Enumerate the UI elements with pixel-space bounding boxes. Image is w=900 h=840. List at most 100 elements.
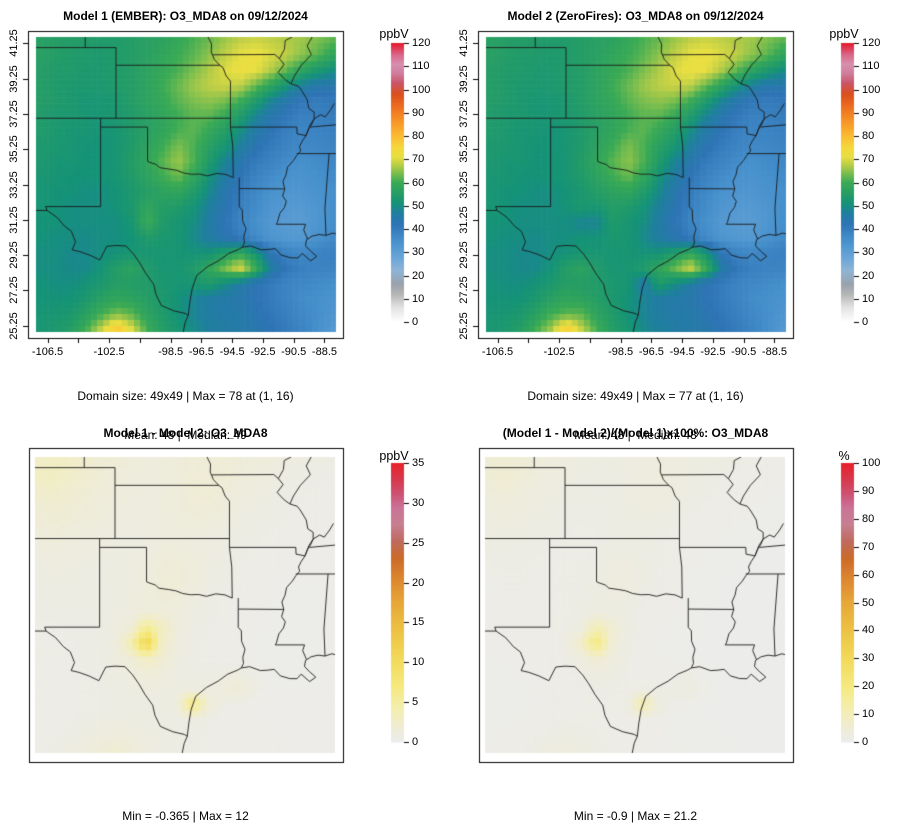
y-tick-label: 31.25 (458, 206, 470, 234)
colorbar-tick-label: 100 (412, 83, 431, 96)
colorbar-tick-label: 20 (862, 269, 875, 282)
x-tick-label: -106.5 (31, 346, 64, 358)
panel-stats: Min = -0.365 | Max = 12 Mean: 0.607 | Me… (28, 784, 343, 840)
colorbar-tick-label: 80 (862, 130, 875, 142)
stats-line-1: Domain size: 49x49 | Max = 77 at (1, 16) (527, 389, 744, 403)
x-tick-label: -98.5 (158, 346, 184, 358)
colorbar-tick-label: 120 (862, 37, 881, 49)
panel-title: (Model 1 - Model 2)/(Model 1)x100%: O3_M… (502, 426, 769, 440)
x-tick-label: -96.5 (188, 346, 214, 358)
colorbar-tick-label: 100 (862, 457, 881, 469)
y-tick-label: 33.25 (458, 170, 470, 199)
x-tick-label: -92.5 (700, 346, 726, 358)
colorbar-tick-label: 70 (862, 540, 875, 553)
colorbar-tick-label: 0 (412, 736, 419, 748)
panel-title: Model 1 (EMBER): O3_MDA8 on 09/12/2024 (63, 9, 308, 23)
x-tick-label: -88.5 (311, 346, 337, 358)
colorbar-tick-label: 10 (412, 656, 425, 669)
x-tick-label: -94.5 (219, 346, 245, 358)
stats-line-1: Min = -0.9 | Max = 21.2 (573, 809, 698, 823)
colorbar-tick-label: 90 (412, 106, 425, 119)
y-tick-label: 25.25 (8, 312, 20, 340)
x-tick-label: -88.5 (761, 346, 787, 358)
map-canvas-model2 (450, 0, 900, 420)
colorbar-tick-label: 60 (862, 176, 875, 189)
map-canvas-difference (0, 420, 450, 840)
colorbar-tick-label: 120 (412, 37, 431, 49)
x-tick-label: -92.5 (250, 346, 276, 358)
colorbar-tick-label: 15 (412, 616, 425, 629)
y-tick-label: 29.25 (8, 241, 20, 269)
colorbar-tick-label: 90 (862, 106, 875, 119)
colorbar-tick-label: 20 (862, 680, 875, 693)
panel-model1: Model 1 (EMBER): O3_MDA8 on 09/12/2024 p… (0, 0, 450, 442)
y-tick-label: 27.25 (458, 276, 470, 305)
colorbar-tick-label: 50 (862, 199, 875, 212)
colorbar-tick-label: 40 (862, 624, 875, 637)
colorbar-tick-label: 30 (862, 652, 875, 665)
x-tick-label: -90.5 (731, 346, 757, 358)
y-tick-label: 41.25 (458, 29, 470, 57)
colorbar-tick-label: 60 (862, 568, 875, 581)
panel-difference: Model 1 - Model 2: O3_MDA8 ppbV 0 5 10 15 20… (0, 420, 450, 840)
colorbar-tick-label: 20 (412, 576, 425, 589)
colorbar-tick-label: 40 (862, 223, 875, 235)
panel-title: Model 1 - Model 2: O3_MDA8 (103, 426, 268, 440)
x-tick-label: -102.5 (93, 346, 125, 358)
panel-model2: Model 2 (ZeroFires): O3_MDA8 on 09/12/20… (450, 0, 900, 442)
colorbar-tick-label: 5 (412, 696, 419, 709)
colorbar-unit-label: ppbV (379, 27, 409, 41)
colorbar-tick-label: 10 (412, 292, 425, 305)
y-tick-label: 33.25 (8, 170, 20, 199)
map-canvas-percent-difference (450, 420, 900, 840)
colorbar-tick-label: 100 (862, 83, 881, 96)
colorbar-tick-label: 90 (862, 484, 875, 497)
x-tick-label: -102.5 (543, 346, 575, 358)
y-tick-label: 35.25 (8, 135, 20, 163)
colorbar-tick-label: 110 (412, 60, 430, 73)
panel-title: Model 2 (ZeroFires): O3_MDA8 on 09/12/20… (507, 9, 764, 23)
colorbar-tick-label: 20 (412, 269, 425, 282)
colorbar-tick-label: 25 (412, 536, 425, 549)
y-tick-label: 35.25 (458, 135, 470, 163)
colorbar-tick-label: 10 (862, 292, 875, 305)
y-tick-label: 31.25 (8, 206, 20, 234)
map-canvas-model1 (0, 0, 450, 420)
y-tick-label: 27.25 (8, 276, 20, 305)
y-tick-label: 29.25 (458, 241, 470, 269)
x-tick-label: -90.5 (281, 346, 307, 358)
colorbar-unit-label: % (838, 449, 850, 463)
colorbar-tick-label: 60 (412, 176, 425, 189)
colorbar-unit-label: ppbV (379, 449, 409, 463)
colorbar-tick-label: 70 (862, 153, 875, 166)
colorbar-tick-label: 0 (862, 736, 869, 748)
y-tick-label: 37.25 (8, 100, 20, 128)
y-tick-label: 25.25 (458, 312, 470, 340)
colorbar-tick-label: 10 (862, 708, 875, 721)
y-tick-label: 39.25 (8, 64, 20, 93)
colorbar-tick-label: 110 (862, 60, 880, 73)
colorbar-tick-label: 70 (412, 153, 425, 166)
colorbar-tick-label: 50 (412, 199, 425, 212)
panel-percent-difference: (Model 1 - Model 2)/(Model 1)x100%: O3_M… (450, 420, 900, 840)
colorbar-unit-label: ppbV (829, 27, 859, 41)
stats-line-1: Domain size: 49x49 | Max = 78 at (1, 16) (77, 389, 294, 403)
y-tick-label: 39.25 (458, 64, 470, 93)
x-tick-label: -98.5 (608, 346, 634, 358)
colorbar-tick-label: 30 (862, 246, 875, 259)
y-tick-label: 37.25 (458, 100, 470, 128)
colorbar-tick-label: 30 (412, 496, 425, 509)
colorbar-tick-label: 80 (412, 130, 425, 142)
colorbar-tick-label: 50 (862, 596, 875, 609)
panel-stats: Min = -0.9 | Max = 21.2 Mean: 1.2 | Medi… (478, 784, 793, 840)
colorbar-tick-label: 80 (862, 512, 875, 525)
colorbar-tick-label: 40 (412, 223, 425, 235)
colorbar-tick-label: 30 (412, 246, 425, 259)
colorbar-tick-label: 35 (412, 457, 425, 469)
x-tick-label: -96.5 (638, 346, 664, 358)
stats-line-1: Min = -0.365 | Max = 12 (122, 809, 249, 823)
x-tick-label: -94.5 (669, 346, 695, 358)
colorbar-tick-label: 0 (862, 316, 869, 328)
colorbar-tick-label: 0 (412, 316, 419, 328)
